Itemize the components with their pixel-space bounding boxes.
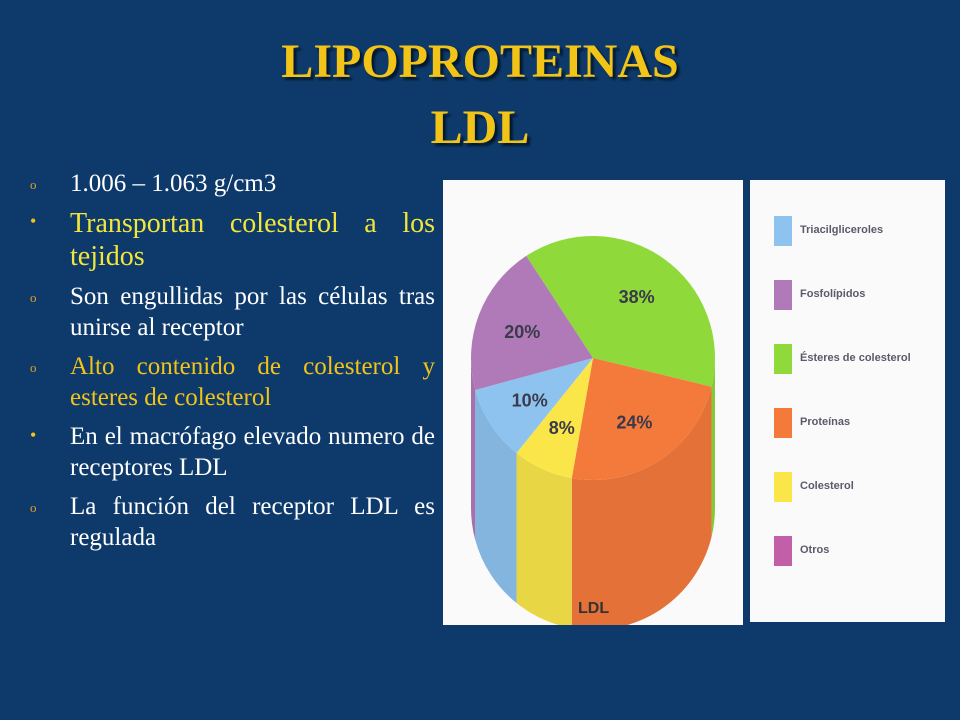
legend-label: Proteínas — [800, 416, 851, 428]
bullet-text: La función del receptor LDL es regulada — [70, 493, 435, 551]
bullet-macrophage: • En el macrófago elevado numero de rece… — [30, 421, 435, 483]
legend-label: Triacilgliceroles — [800, 224, 884, 236]
chart-title: LDL — [578, 600, 610, 617]
bullet-cholesterol-content: o Alto contenido de colesterol y esteres… — [30, 351, 435, 413]
bullet-regulation: o La función del receptor LDL es regulad… — [30, 491, 435, 553]
pie-label-Proteínas: 24% — [616, 412, 652, 432]
pie-slice-Ésteres de colesterol — [526, 236, 715, 387]
pie-label-Colesterol: 8% — [549, 418, 575, 438]
bullet-text: Alto contenido de colesterol y esteres d… — [70, 353, 435, 411]
bullet-transport: • Transportan colesterol a los tejidos — [30, 207, 435, 273]
legend-item: Ésteres de colesterol — [774, 344, 944, 374]
legend-label: Fosfolípidos — [800, 288, 866, 300]
circle-bullet-icon: o — [30, 290, 37, 305]
legend-item: Triacilgliceroles — [774, 216, 944, 246]
pie-slice-Proteínas — [571, 358, 712, 480]
bullet-text: Son engullidas por las células tras unir… — [70, 283, 435, 341]
circle-bullet-icon: o — [30, 177, 37, 192]
legend-swatch — [774, 408, 792, 438]
legend-swatch — [774, 280, 792, 310]
pie-slice-Colesterol — [516, 358, 593, 479]
pie-side-Ésteres de colesterol — [711, 358, 715, 537]
legend-item: Fosfolípidos — [774, 280, 944, 310]
legend-swatch — [774, 536, 792, 566]
pie-label-Ésteres de colesterol: 38% — [619, 287, 655, 307]
bullet-list: o 1.006 – 1.063 g/cm3 • Transportan cole… — [30, 168, 435, 561]
bullet-text: 1.006 – 1.063 g/cm3 — [70, 170, 277, 197]
pie-chart-panel: 38% 24% 8% 10% 20% LDL — [443, 180, 743, 630]
legend-label: Colesterol — [800, 480, 854, 492]
circle-bullet-icon: o — [30, 360, 37, 375]
bullet-text: En el macrófago elevado numero de recept… — [70, 423, 435, 481]
bullet-receptor-uptake: o Son engullidas por las células tras un… — [30, 281, 435, 343]
pie-side-Colesterol — [516, 453, 572, 629]
legend-label: Otros — [800, 544, 830, 556]
dot-bullet-icon: • — [30, 211, 37, 231]
legend-swatch — [774, 472, 792, 502]
bullet-text: Transportan colesterol a los tejidos — [70, 208, 435, 272]
legend-item: Otros — [774, 536, 944, 566]
legend-swatch — [774, 344, 792, 374]
legend-item: Colesterol — [774, 472, 944, 502]
legend-panel: Triacilgliceroles Fosfolípidos Ésteres de … — [750, 180, 945, 622]
legend-label: Ésteres de colesterol — [800, 352, 911, 364]
pie-slice-Triacilgliceroles — [475, 358, 593, 454]
pie-side-Triacilgliceroles — [475, 389, 517, 604]
pie-side-Proteínas — [571, 386, 712, 630]
pie-label-Fosfolípidos: 20% — [504, 322, 540, 342]
legend-item: Proteínas — [774, 408, 944, 438]
bullet-density: o 1.006 – 1.063 g/cm3 — [30, 168, 435, 199]
circle-bullet-icon: o — [30, 500, 37, 515]
pie-slice-Fosfolípidos — [471, 255, 593, 390]
dot-bullet-icon: • — [30, 425, 37, 445]
pie-side-Fosfolípidos — [471, 358, 476, 540]
slide-subtitle: LDL — [430, 101, 530, 154]
pie-label-Triacilgliceroles: 10% — [512, 390, 548, 410]
slide-title: LIPOPROTEINAS — [281, 35, 679, 88]
legend-swatch — [774, 216, 792, 246]
pie-chart: 38% 24% 8%10% 20% — [471, 236, 715, 630]
